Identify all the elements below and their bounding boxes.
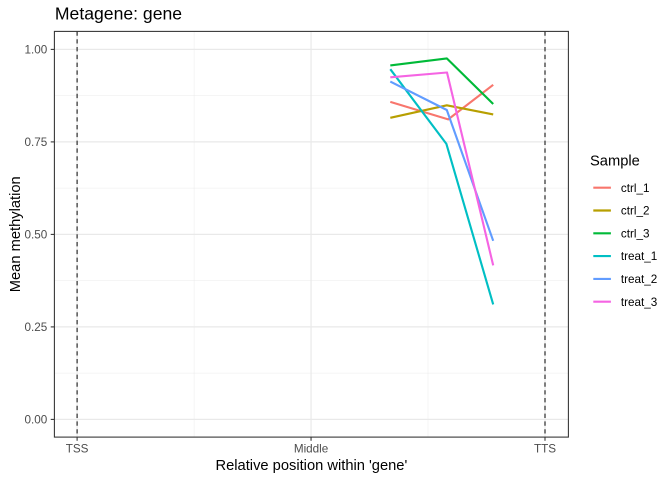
- svg-text:ctrl_2: ctrl_2: [621, 205, 650, 218]
- svg-text:treat_3: treat_3: [621, 296, 657, 309]
- svg-text:0.50: 0.50: [25, 229, 48, 242]
- svg-text:Sample: Sample: [590, 154, 640, 170]
- svg-text:ctrl_3: ctrl_3: [621, 227, 650, 240]
- svg-text:TTS: TTS: [534, 443, 556, 456]
- svg-text:ctrl_1: ctrl_1: [621, 182, 650, 195]
- svg-text:Metagene: gene: Metagene: gene: [55, 4, 182, 24]
- svg-text:Middle: Middle: [294, 443, 328, 456]
- svg-text:treat_1: treat_1: [621, 250, 657, 263]
- svg-text:0.75: 0.75: [25, 136, 48, 149]
- svg-text:TSS: TSS: [66, 443, 89, 456]
- svg-text:Mean methylation: Mean methylation: [8, 176, 24, 292]
- svg-text:1.00: 1.00: [25, 44, 48, 57]
- svg-text:0.00: 0.00: [25, 414, 48, 427]
- svg-text:0.25: 0.25: [25, 321, 48, 334]
- svg-text:treat_2: treat_2: [621, 273, 657, 286]
- svg-text:Relative position within 'gene: Relative position within 'gene': [216, 458, 408, 474]
